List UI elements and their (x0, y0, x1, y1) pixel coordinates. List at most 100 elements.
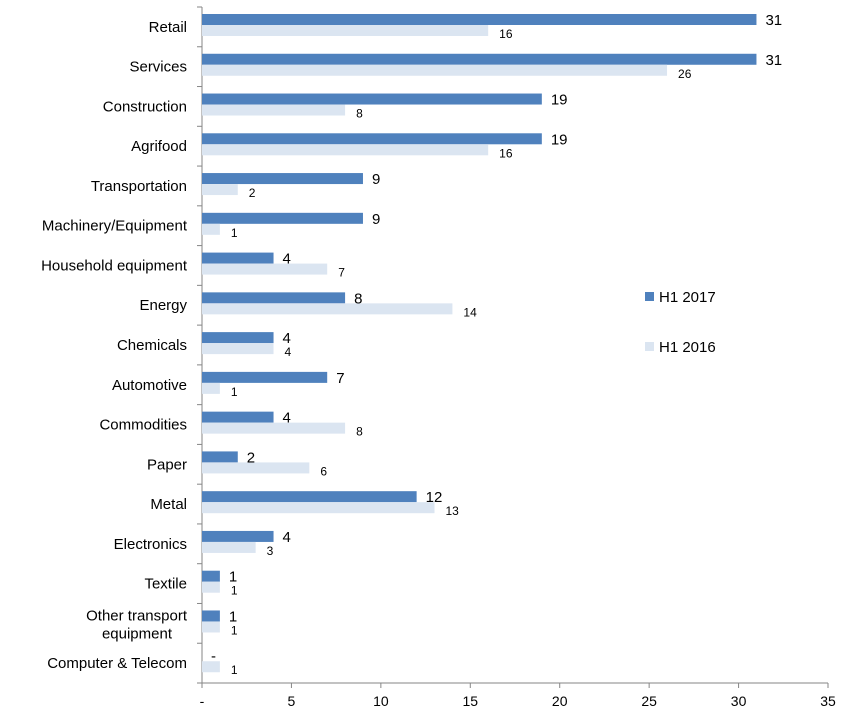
category-label: Retail (149, 19, 187, 36)
value-label-h1-2017: - (211, 648, 216, 665)
value-label-h1-2017: 4 (283, 410, 291, 427)
value-label-h1-2016: 8 (356, 425, 363, 439)
x-tick-label: 5 (288, 693, 296, 708)
bar-h1-2016 (202, 184, 238, 196)
axes: - 5 10 15 20 25 30 35 Retail Services Construction… (41, 6, 836, 709)
value-label-h1-2016: 7 (338, 266, 345, 280)
x-tick-label: 25 (641, 693, 657, 708)
bar-h1-2017 (202, 292, 346, 304)
bar-h1-2017 (202, 173, 363, 185)
value-label-h1-2017: 2 (247, 449, 255, 466)
value-label-h1-2016: 1 (231, 385, 238, 399)
category-label: Construction (103, 98, 187, 115)
bar-h1-2017 (202, 133, 542, 145)
bar-h1-2017 (202, 411, 274, 423)
bar-h1-2017 (202, 93, 542, 105)
bar-h1-2016 (202, 64, 668, 76)
x-tick-label: 35 (820, 693, 836, 708)
value-label-h1-2016: 6 (320, 464, 327, 478)
value-label-h1-2016: 4 (285, 345, 292, 359)
category-label: Automotive (112, 377, 187, 394)
bar-h1-2017 (202, 252, 274, 264)
value-label-h1-2017: 4 (283, 251, 291, 268)
bar-h1-2017 (202, 530, 274, 542)
bar-h1-2016 (202, 303, 453, 315)
bar-h1-2016 (202, 462, 310, 474)
x-tick-label: 30 (731, 693, 747, 708)
x-tick-label: - (200, 693, 205, 708)
bar-h1-2016 (202, 382, 220, 394)
bar-h1-2017 (202, 14, 757, 25)
value-label-h1-2017: 1 (229, 608, 237, 625)
value-label-h1-2017: 19 (551, 131, 568, 148)
value-label-h1-2016: 1 (231, 226, 238, 240)
value-label-h1-2016: 1 (231, 663, 238, 677)
value-label-h1-2016: 1 (231, 584, 238, 598)
category-label: Textile (144, 576, 187, 593)
bar-h1-2016 (202, 144, 489, 156)
bar-h1-2016 (202, 263, 328, 275)
value-label-h1-2017: 31 (765, 12, 782, 29)
category-label: Agrifood (131, 138, 187, 155)
value-label-h1-2017: 12 (426, 489, 443, 506)
value-label-h1-2016: 2 (249, 186, 256, 200)
category-label: Services (129, 59, 187, 76)
bar-h1-2016 (202, 502, 435, 514)
x-tick-label: 10 (373, 693, 389, 708)
legend-label-h1-2017: H1 2017 (659, 289, 716, 306)
bar-h1-2016 (202, 422, 346, 434)
value-label-h1-2016: 16 (499, 146, 513, 160)
legend-label-h1-2016: H1 2016 (659, 339, 716, 356)
value-label-h1-2017: 4 (283, 529, 291, 546)
value-label-h1-2016: 1 (231, 623, 238, 637)
value-label-h1-2016: 13 (446, 504, 460, 518)
category-label: Energy (139, 297, 187, 314)
category-label: Commodities (99, 417, 187, 434)
bars (202, 14, 757, 673)
value-label-h1-2017: 4 (283, 330, 291, 347)
bar-h1-2017 (202, 491, 417, 503)
x-tick-label: 20 (552, 693, 568, 708)
value-label-h1-2016: 3 (267, 544, 274, 558)
category-label: Metal (150, 496, 187, 513)
bar-h1-2017 (202, 332, 274, 344)
bar-h1-2016 (202, 541, 256, 553)
value-labels: 3116312619819169291478144471482612134311… (211, 12, 782, 677)
bar-h1-2016 (202, 661, 220, 673)
x-tick-label: 15 (462, 693, 478, 708)
legend: H1 2017 H1 2016 (645, 289, 716, 356)
value-label-h1-2017: 1 (229, 569, 237, 586)
value-label-h1-2016: 14 (463, 305, 477, 319)
value-label-h1-2016: 26 (678, 67, 692, 81)
value-label-h1-2017: 19 (551, 92, 568, 109)
bar-h1-2016 (202, 343, 274, 355)
bar-h1-2017 (202, 610, 220, 622)
category-label: Transportation (91, 178, 187, 195)
category-label: Other transport equipment (86, 607, 188, 642)
value-label-h1-2016: 16 (499, 27, 513, 41)
bar-h1-2016 (202, 581, 220, 593)
bar-h1-2017 (202, 212, 363, 224)
category-label: Chemicals (117, 337, 187, 354)
category-label: Household equipment (41, 257, 188, 274)
category-label: Machinery/Equipment (42, 218, 188, 235)
category-label: Electronics (114, 536, 187, 553)
bar-h1-2016 (202, 621, 220, 633)
category-label: Computer & Telecom (47, 655, 187, 672)
bar-h1-2017 (202, 53, 757, 65)
bar-h1-2016 (202, 25, 489, 36)
legend-swatch-h1-2016 (645, 342, 654, 351)
category-label: Paper (147, 456, 187, 473)
value-label-h1-2017: 7 (336, 370, 344, 387)
value-label-h1-2017: 31 (765, 52, 782, 69)
legend-swatch-h1-2017 (645, 292, 654, 301)
bar-h1-2017 (202, 570, 220, 582)
value-label-h1-2017: 8 (354, 290, 362, 307)
value-label-h1-2017: 9 (372, 171, 380, 188)
bar-h1-2016 (202, 223, 220, 235)
bar-h1-2017 (202, 451, 238, 463)
bar-h1-2016 (202, 104, 346, 116)
value-label-h1-2016: 8 (356, 107, 363, 121)
